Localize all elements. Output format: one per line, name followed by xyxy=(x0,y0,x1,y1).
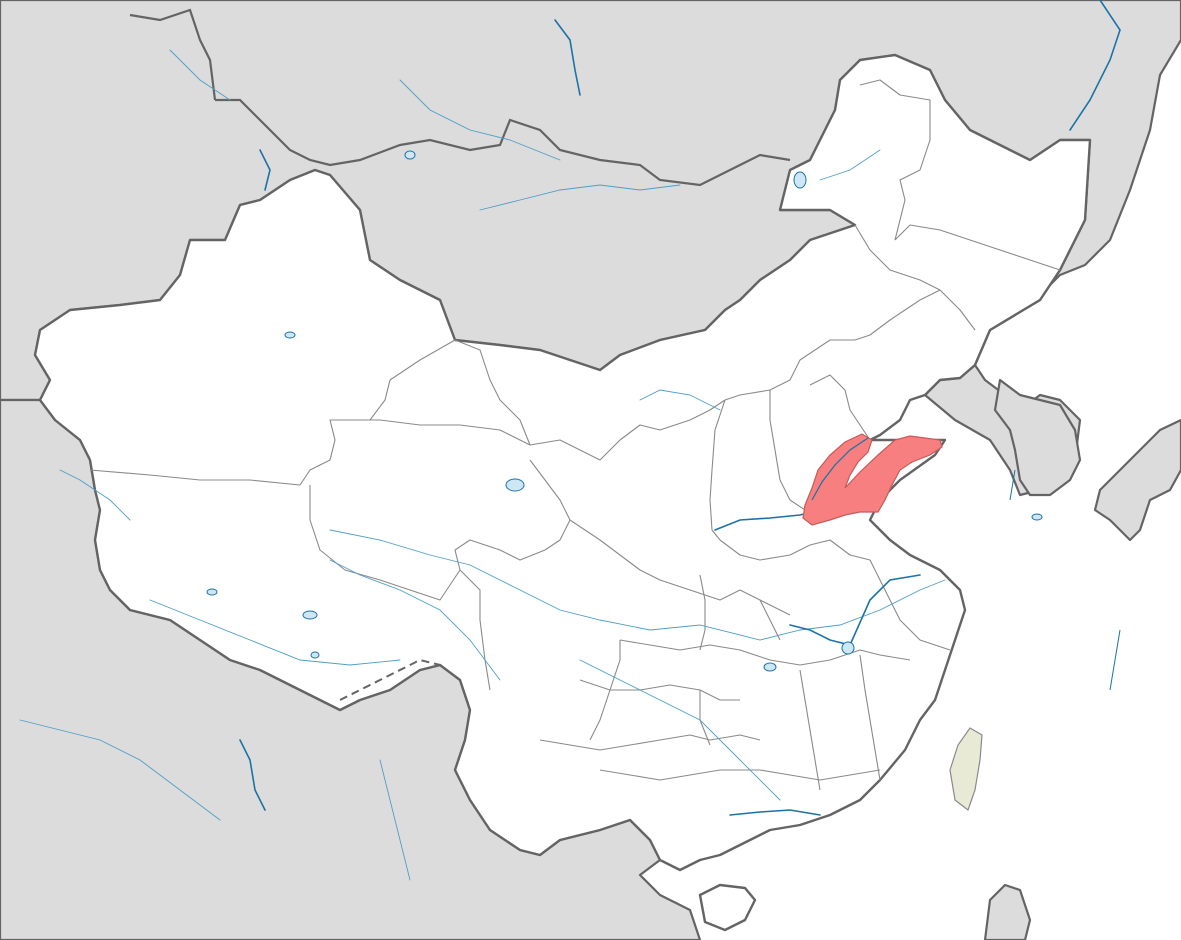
philippines xyxy=(983,883,1032,940)
shandong-river-line xyxy=(811,437,869,501)
kazakh-border xyxy=(129,8,217,101)
rivers xyxy=(19,0,1121,881)
japan xyxy=(1093,418,1181,542)
taiwan xyxy=(949,727,983,811)
province-boundaries xyxy=(89,79,1061,791)
korea xyxy=(993,378,1082,497)
shandong-province-highlight xyxy=(802,433,943,526)
lakes xyxy=(206,150,1043,672)
disputed-border xyxy=(339,658,441,701)
mongolia-border xyxy=(215,98,791,187)
hainan-island xyxy=(698,883,757,932)
china-landmass xyxy=(33,53,1092,872)
